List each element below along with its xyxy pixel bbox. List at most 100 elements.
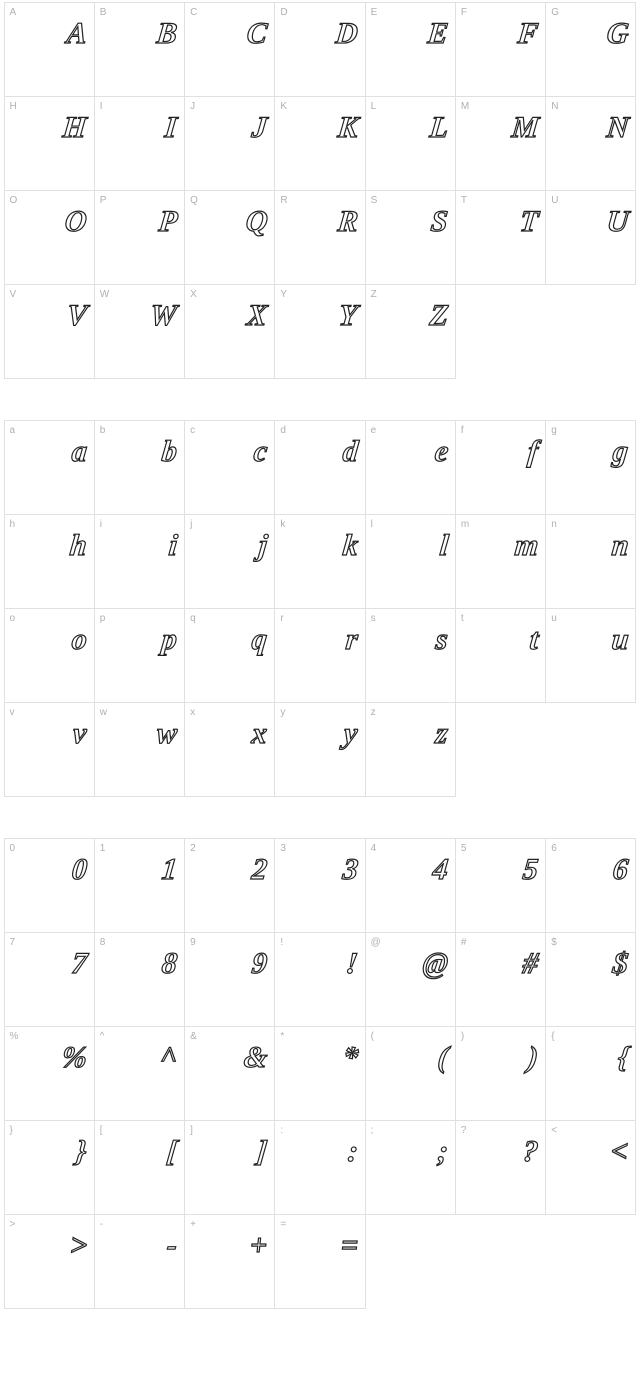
glyph-display: H — [62, 111, 88, 145]
glyph-display: E — [426, 17, 449, 51]
glyph-cell: KK — [274, 96, 365, 191]
glyph-display: 2 — [251, 853, 269, 887]
glyph-display: 6 — [612, 853, 630, 887]
cell-label: [ — [100, 1125, 103, 1136]
glyph-display: n — [610, 529, 629, 563]
glyph-display: ) — [526, 1041, 539, 1075]
glyph-display: A — [65, 17, 88, 51]
cell-label: 0 — [10, 843, 16, 854]
cell-label: g — [551, 425, 557, 436]
cell-label: F — [461, 7, 467, 18]
glyph-display: x — [251, 717, 269, 751]
glyph-display: 1 — [160, 853, 178, 887]
glyph-cell: $$ — [545, 932, 636, 1027]
cell-label: j — [190, 519, 192, 530]
glyph-cell: ^^ — [94, 1026, 185, 1121]
glyph-display: < — [610, 1135, 630, 1169]
cell-label: i — [100, 519, 102, 530]
cell-label: ) — [461, 1031, 464, 1042]
glyph-cell: nn — [545, 514, 636, 609]
blank-cell — [545, 1214, 636, 1309]
cell-label: ! — [280, 937, 283, 948]
glyph-display: q — [251, 623, 269, 657]
blank-cell — [545, 284, 636, 379]
glyph-cell: ww — [94, 702, 185, 797]
glyph-display: 5 — [521, 853, 539, 887]
glyph-display: { — [616, 1041, 629, 1075]
glyph-display: Y — [338, 299, 359, 333]
glyph-cell: 77 — [4, 932, 95, 1027]
glyph-display: S — [429, 205, 448, 239]
glyph-display: 7 — [70, 947, 88, 981]
glyph-display: [ — [165, 1135, 178, 1169]
cell-label: L — [371, 101, 377, 112]
glyph-display: s — [434, 623, 448, 657]
cell-label: l — [371, 519, 373, 530]
cell-label: R — [280, 195, 287, 206]
cell-label: & — [190, 1031, 197, 1042]
glyph-display: o — [70, 623, 88, 657]
cell-label: u — [551, 613, 557, 624]
glyph-cell: 99 — [184, 932, 275, 1027]
glyph-cell: QQ — [184, 190, 275, 285]
cell-label: Q — [190, 195, 198, 206]
cell-label: < — [551, 1125, 557, 1136]
glyph-cell: hh — [4, 514, 95, 609]
cell-label: f — [461, 425, 464, 436]
glyph-display: v — [72, 717, 88, 751]
glyph-display: T — [518, 205, 539, 239]
glyph-cell: 11 — [94, 838, 185, 933]
glyph-cell: YY — [274, 284, 365, 379]
glyph-cell: pp — [94, 608, 185, 703]
cell-label: 6 — [551, 843, 557, 854]
cell-label: P — [100, 195, 107, 206]
glyph-cell: VV — [4, 284, 95, 379]
cell-label: w — [100, 707, 107, 718]
cell-label: s — [371, 613, 376, 624]
glyph-display: # — [521, 947, 539, 981]
glyph-display: $ — [612, 947, 630, 981]
glyph-cell: ;; — [365, 1120, 456, 1215]
cell-label: z — [371, 707, 376, 718]
glyph-display: r — [344, 623, 358, 657]
cell-label: $ — [551, 937, 557, 948]
glyph-cell: aa — [4, 420, 95, 515]
glyph-display: l — [438, 529, 449, 563]
cell-label: } — [10, 1125, 13, 1136]
cell-label: Y — [280, 289, 287, 300]
glyph-cell: II — [94, 96, 185, 191]
glyph-display: d — [341, 435, 359, 469]
cell-label: Z — [371, 289, 377, 300]
glyph-cell: EE — [365, 2, 456, 97]
glyph-cell: -- — [94, 1214, 185, 1309]
cell-label: : — [280, 1125, 283, 1136]
glyph-cell: ** — [274, 1026, 365, 1121]
glyph-cell: zz — [365, 702, 456, 797]
glyph-cell: DD — [274, 2, 365, 97]
cell-label: t — [461, 613, 464, 624]
cell-label: X — [190, 289, 197, 300]
cell-label: 7 — [10, 937, 16, 948]
cell-label: T — [461, 195, 467, 206]
glyph-cell: qq — [184, 608, 275, 703]
glyph-display: g — [612, 435, 630, 469]
glyph-cell: cc — [184, 420, 275, 515]
glyph-display: L — [428, 111, 449, 145]
glyph-cell: ii — [94, 514, 185, 609]
glyph-display: V — [65, 299, 88, 333]
glyph-cell: %% — [4, 1026, 95, 1121]
glyph-display: ( — [436, 1041, 449, 1075]
cell-label: ? — [461, 1125, 467, 1136]
glyph-display: ^ — [158, 1041, 178, 1075]
glyph-cell: PP — [94, 190, 185, 285]
glyph-display: % — [60, 1041, 88, 1075]
cell-label: M — [461, 101, 469, 112]
cell-label: J — [190, 101, 195, 112]
cell-label: > — [10, 1219, 16, 1230]
cell-label: 9 — [190, 937, 196, 948]
glyph-cell: TT — [455, 190, 546, 285]
cell-label: ^ — [100, 1031, 105, 1042]
glyph-cell: rr — [274, 608, 365, 703]
glyph-display: U — [605, 205, 629, 239]
cell-label: + — [190, 1219, 196, 1230]
